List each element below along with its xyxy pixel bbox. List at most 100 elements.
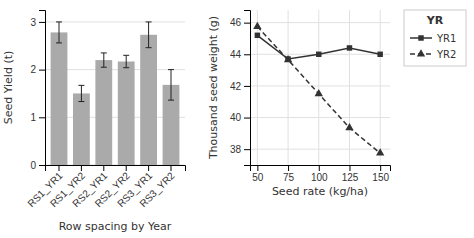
point <box>255 33 260 38</box>
point <box>376 148 384 155</box>
axis-line <box>251 166 391 172</box>
plot-area <box>253 22 384 156</box>
chart: 0 1 2 3 RS1_YR1RS1_YR2RS2_YR1RS2_YR2RS3_YR1R… <box>0 0 474 238</box>
tick-label: 44 <box>230 49 242 60</box>
tick-label: 38 <box>230 144 242 155</box>
error-bar <box>146 22 152 48</box>
axis-line <box>46 166 186 172</box>
error-bar <box>123 55 129 67</box>
tick-mark <box>59 165 60 171</box>
tick: 40 <box>230 112 250 123</box>
grid <box>45 22 185 165</box>
grid <box>250 10 390 165</box>
tick-mark <box>39 70 45 71</box>
axis-line <box>244 11 251 166</box>
tick-mark <box>81 165 82 171</box>
tick: 50 <box>252 165 264 183</box>
tick-mark <box>244 54 250 55</box>
bar <box>118 62 135 165</box>
grid-line <box>250 149 390 150</box>
axis: 3840424446 <box>230 11 251 166</box>
grid-line <box>318 10 319 165</box>
panel: 38404244465075100125150Seed rate (kg/ha)… <box>207 10 466 198</box>
tick: 1 <box>30 112 45 123</box>
y-axis-title: Seed Yield (t) <box>2 51 15 125</box>
tick-label: 100 <box>311 172 328 183</box>
tick: 125 <box>342 165 359 183</box>
error-bar-line <box>168 70 174 101</box>
bar <box>140 35 157 165</box>
point <box>315 89 323 96</box>
error-bar <box>78 85 84 101</box>
tick-mark <box>39 117 45 118</box>
grid-line <box>288 10 289 165</box>
tick-mark <box>39 22 45 23</box>
tick-mark <box>257 165 258 171</box>
tick-mark <box>244 118 250 119</box>
tick-mark <box>244 23 250 24</box>
tick-label: 2 <box>30 64 36 75</box>
tick: 2 <box>30 64 45 75</box>
tick: 75 <box>283 165 295 183</box>
grid-line <box>349 10 350 165</box>
error-bar-line <box>146 22 152 48</box>
error-bar <box>56 22 62 43</box>
tick-mark <box>148 165 149 171</box>
legend-marker <box>417 49 425 56</box>
point <box>345 123 353 130</box>
tick-label: 1 <box>30 112 36 123</box>
tick: RS3_YR2 <box>137 165 177 209</box>
tick: 38 <box>230 144 250 155</box>
error-bar-line <box>78 85 84 101</box>
tick-label: 3 <box>30 17 36 28</box>
plot-area <box>51 22 180 165</box>
tick-label: 150 <box>372 172 389 183</box>
tick-label: RS3_YR2 <box>137 170 177 210</box>
tick-mark <box>244 149 250 150</box>
legend-label: YR2 <box>436 49 456 60</box>
axis: 50 75 100 125 150 <box>251 165 391 183</box>
axis-line <box>39 11 46 166</box>
tick: 150 <box>372 165 389 183</box>
error-bar-line <box>56 22 62 43</box>
error-bar-line <box>123 55 129 67</box>
legend-label: YR1 <box>436 33 456 44</box>
tick: 0 <box>30 160 45 171</box>
tick-label: 75 <box>283 172 295 183</box>
bar <box>51 32 68 165</box>
legend-item: YR1 <box>410 33 456 44</box>
x-axis-title: Seed rate (kg/ha) <box>272 185 368 198</box>
legend-frame <box>404 10 466 66</box>
tick-mark <box>39 165 45 166</box>
tick-label: 50 <box>252 172 264 183</box>
tick-mark <box>319 165 320 171</box>
line <box>257 27 380 154</box>
point <box>316 52 321 57</box>
grid-line <box>250 22 390 23</box>
tick-mark <box>380 165 381 171</box>
grid-line <box>250 117 390 118</box>
point <box>284 55 292 62</box>
tick-label: 40 <box>230 112 242 123</box>
error-bar <box>168 70 174 101</box>
tick: 3 <box>30 17 45 28</box>
legend-title: YR <box>426 14 444 27</box>
point <box>347 45 352 50</box>
point <box>377 52 382 57</box>
bar <box>73 93 90 165</box>
tick: 42 <box>230 81 250 92</box>
tick-mark <box>349 165 350 171</box>
legend: YR YR1 YR2 <box>404 10 466 66</box>
tick-label: 42 <box>230 81 242 92</box>
tick-mark <box>103 165 104 171</box>
grid-line <box>45 21 185 22</box>
tick-mark <box>171 165 172 171</box>
error-bar-line <box>101 53 107 67</box>
y-axis-title: Thousand seed weight (g) <box>207 16 220 160</box>
tick: 44 <box>230 49 250 60</box>
grid-line <box>250 85 390 86</box>
bar <box>95 60 112 165</box>
axis: RS1_YR1RS1_YR2RS2_YR1RS2_YR2RS3_YR1RS3_Y… <box>25 165 185 209</box>
tick-mark <box>244 86 250 87</box>
tick: 100 <box>311 165 328 183</box>
